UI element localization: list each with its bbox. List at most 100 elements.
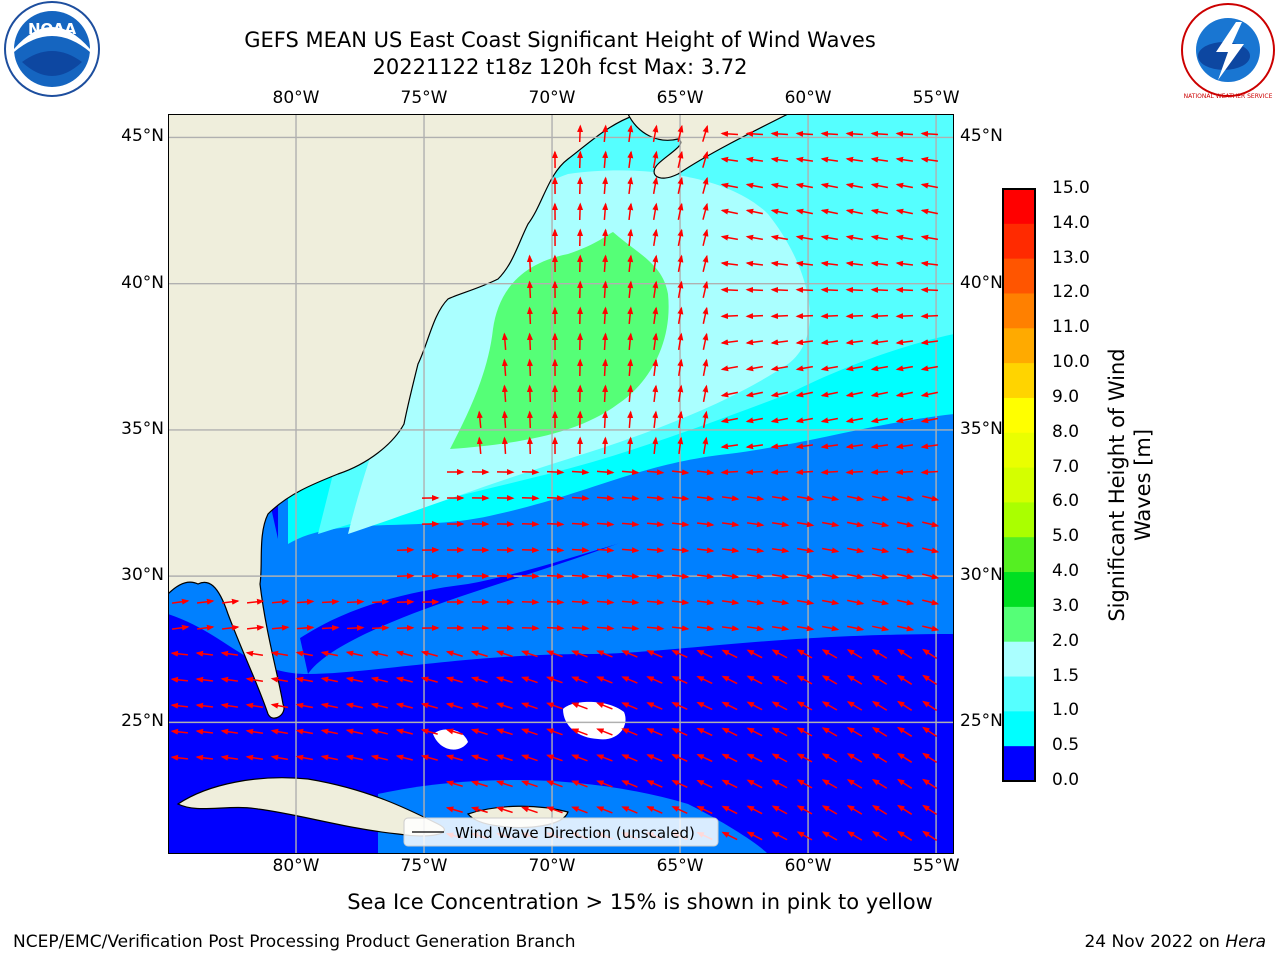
- wave-direction-arrow: [546, 754, 563, 762]
- wave-direction-arrow: [870, 208, 888, 215]
- wave-direction-arrow: [602, 150, 609, 169]
- wave-direction-arrow: [922, 804, 938, 816]
- wave-direction-arrow: [270, 676, 289, 683]
- wave-direction-arrow: [526, 306, 533, 325]
- wave-direction-arrow: [820, 391, 838, 398]
- wave-direction-arrow: [821, 547, 840, 554]
- wave-direction-arrow: [846, 779, 863, 789]
- wave-direction-arrow: [596, 676, 613, 684]
- wave-direction-arrow: [652, 384, 659, 403]
- wave-direction-arrow: [871, 753, 888, 763]
- wave-direction-arrow: [571, 469, 590, 476]
- wave-direction-arrow: [847, 547, 865, 554]
- wave-direction-arrow: [245, 702, 264, 709]
- wave-direction-arrow: [521, 625, 540, 632]
- wave-direction-arrow: [895, 234, 914, 241]
- wave-direction-arrow: [170, 650, 189, 657]
- wave-direction-arrow: [646, 625, 665, 632]
- wave-direction-arrow: [720, 391, 738, 398]
- wave-direction-arrow: [702, 202, 709, 220]
- wave-direction-arrow: [596, 599, 615, 606]
- wave-direction-arrow: [795, 443, 814, 450]
- wave-direction-arrow: [246, 598, 265, 605]
- colorbar-tick-label: 12.0: [1052, 282, 1090, 303]
- colorbar-swatch: [1003, 711, 1035, 747]
- masked-area-small: [433, 729, 468, 750]
- colorbar-tick-label: 6.0: [1052, 491, 1080, 512]
- wave-direction-arrow: [745, 234, 764, 241]
- wave-direction-arrow: [745, 130, 764, 137]
- wave-direction-arrow: [246, 624, 265, 631]
- wave-direction-arrow: [896, 830, 913, 841]
- wave-direction-arrow: [922, 599, 940, 606]
- wave-direction-arrow: [220, 676, 239, 683]
- wave-direction-arrow: [746, 495, 765, 502]
- wave-direction-arrow: [671, 806, 688, 814]
- lon-tick-label-bottom: 70°W: [528, 856, 576, 876]
- colorbar-tick-label: 1.5: [1052, 665, 1080, 686]
- wave-direction-arrow: [795, 365, 814, 372]
- lat-tick-label-right: 30°N: [960, 565, 1003, 586]
- wave-direction-arrow: [870, 391, 888, 398]
- wave-direction-arrow: [720, 130, 739, 137]
- wave-direction-arrow: [621, 728, 638, 736]
- wave-direction-arrow: [771, 521, 790, 528]
- wave-direction-arrow: [895, 182, 914, 189]
- wave-direction-arrow: [627, 436, 634, 455]
- wave-direction-arrow: [821, 831, 838, 841]
- wave-direction-arrow: [820, 417, 839, 424]
- wave-direction-arrow: [696, 779, 713, 789]
- wave-direction-arrow: [745, 417, 764, 424]
- wave-direction-arrow: [920, 286, 939, 293]
- wave-direction-arrow: [845, 130, 864, 137]
- wave-direction-arrow: [526, 384, 533, 403]
- colorbar-swatch: [1003, 502, 1035, 538]
- wave-direction-arrow: [495, 754, 513, 762]
- wave-direction-arrow: [602, 124, 609, 143]
- wave-direction-arrow: [897, 573, 915, 580]
- wave-direction-arrow: [820, 339, 839, 346]
- wave-direction-arrow: [720, 313, 739, 320]
- colorbar-tick-label: 11.0: [1052, 317, 1090, 338]
- wave-direction-arrow: [746, 831, 763, 841]
- chart-title: GEFS MEAN US East Coast Significant Heig…: [244, 28, 876, 52]
- wave-direction-arrow: [821, 779, 838, 789]
- wave-direction-arrow: [796, 805, 813, 815]
- wave-direction-arrow: [627, 332, 634, 351]
- wave-direction-arrow: [920, 365, 939, 372]
- wave-direction-arrow: [627, 358, 634, 377]
- wave-direction-arrow: [870, 130, 889, 137]
- wave-direction-arrow: [476, 436, 483, 455]
- wave-direction-arrow: [320, 650, 338, 657]
- wave-direction-arrow: [627, 254, 634, 273]
- colorbar-swatch: [1003, 258, 1035, 294]
- colorbar-tick-label: 7.0: [1052, 456, 1080, 477]
- wave-direction-arrow: [546, 780, 563, 788]
- wave-direction-arrow: [745, 182, 764, 189]
- wave-direction-arrow: [627, 202, 634, 221]
- wave-direction-arrow: [602, 332, 609, 351]
- wave-direction-arrow: [526, 280, 533, 299]
- colorbar-tick-label: 0.5: [1052, 735, 1080, 756]
- wave-direction-arrow: [320, 702, 338, 709]
- wave-direction-arrow: [295, 702, 313, 709]
- wave-direction-arrow: [521, 754, 538, 762]
- wave-direction-arrow: [745, 260, 764, 267]
- wave-direction-arrow: [872, 547, 890, 554]
- wave-direction-arrow: [745, 391, 763, 398]
- wave-direction-arrow: [770, 365, 789, 372]
- wave-direction-arrow: [920, 156, 939, 163]
- wave-direction-arrow: [820, 130, 839, 137]
- wave-direction-arrow: [696, 675, 713, 685]
- wave-direction-arrow: [720, 443, 739, 450]
- wave-direction-arrow: [270, 728, 289, 735]
- wave-direction-arrow: [895, 286, 914, 293]
- wave-direction-arrow: [845, 365, 864, 372]
- lon-tick-label-top: 75°W: [400, 88, 448, 108]
- wave-direction-arrow: [702, 228, 709, 246]
- wave-direction-arrow: [745, 339, 764, 346]
- wave-direction-arrow: [646, 547, 665, 554]
- wave-direction-arrow: [746, 547, 765, 554]
- wave-direction-arrow: [652, 436, 659, 455]
- wave-direction-arrow: [820, 469, 839, 476]
